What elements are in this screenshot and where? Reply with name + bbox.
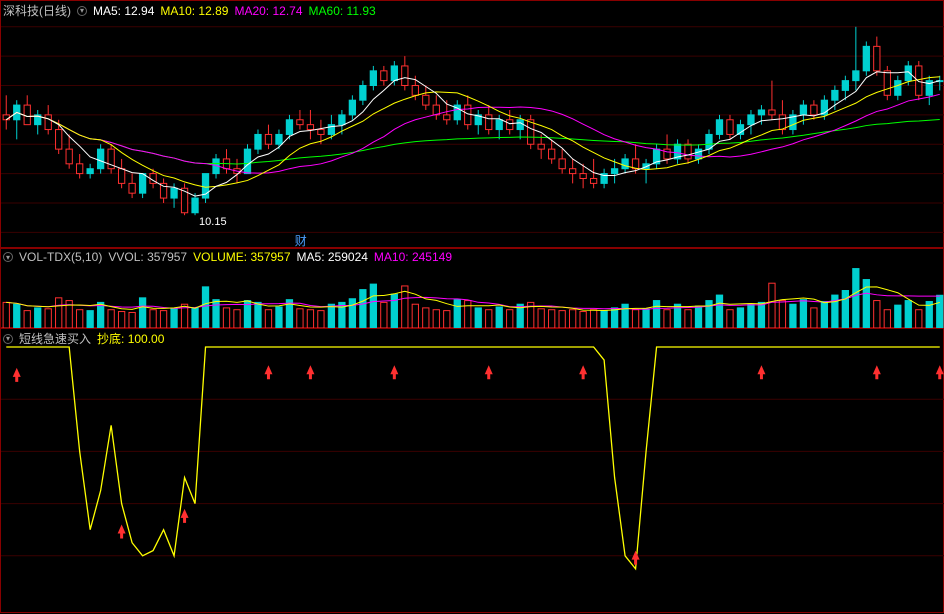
vvol-value: 357957 bbox=[147, 250, 187, 264]
indicator-chart-svg bbox=[1, 329, 944, 614]
volume-panel[interactable]: ▾ VOL-TDX(5,10) VVOL: 357957 VOLUME: 357… bbox=[0, 248, 944, 328]
ma10-value: 12.89 bbox=[198, 4, 228, 18]
vvol-label: VVOL: bbox=[108, 250, 143, 264]
ma60-value: 11.93 bbox=[347, 4, 376, 18]
indicator-subvalue: 100.00 bbox=[128, 332, 165, 346]
ma20-value: 12.74 bbox=[272, 4, 302, 18]
price-chart-svg: 10.15 财 bbox=[1, 1, 944, 249]
indicator-panel[interactable]: ▾ 短线急速买入 抄底: 100.00 bbox=[0, 328, 944, 613]
chevron-down-icon[interactable]: ▾ bbox=[3, 252, 13, 262]
svg-text:10.15: 10.15 bbox=[199, 216, 227, 228]
volume-header: ▾ VOL-TDX(5,10) VVOL: 357957 VOLUME: 357… bbox=[3, 250, 452, 264]
volume-value: 357957 bbox=[250, 250, 290, 264]
voltdx-label: VOL-TDX(5,10) bbox=[19, 250, 102, 264]
ma10-label: MA10: bbox=[160, 4, 195, 18]
vol-ma10-label: MA10: bbox=[374, 250, 409, 264]
vol-ma5-label: MA5: bbox=[297, 250, 325, 264]
ma5-value: 12.94 bbox=[124, 4, 154, 18]
ma5-label: MA5: bbox=[93, 4, 121, 18]
svg-text:财: 财 bbox=[295, 234, 307, 248]
chevron-down-icon[interactable]: ▾ bbox=[77, 6, 87, 16]
ma20-label: MA20: bbox=[234, 4, 269, 18]
indicator-header: ▾ 短线急速买入 抄底: 100.00 bbox=[3, 330, 164, 347]
vol-ma10-value: 245149 bbox=[412, 250, 452, 264]
price-header: 深科技(日线) ▾ MA5: 12.94 MA10: 12.89 MA20: 1… bbox=[3, 2, 376, 19]
indicator-title: 短线急速买入 bbox=[19, 330, 91, 347]
stock-title: 深科技(日线) bbox=[3, 2, 71, 19]
vol-ma5-value: 259024 bbox=[328, 250, 368, 264]
ma60-label: MA60: bbox=[309, 4, 344, 18]
price-chart-panel[interactable]: 深科技(日线) ▾ MA5: 12.94 MA10: 12.89 MA20: 1… bbox=[0, 0, 944, 248]
volume-label: VOLUME: bbox=[193, 250, 247, 264]
indicator-sublabel: 抄底: bbox=[97, 332, 124, 346]
chevron-down-icon[interactable]: ▾ bbox=[3, 334, 13, 344]
